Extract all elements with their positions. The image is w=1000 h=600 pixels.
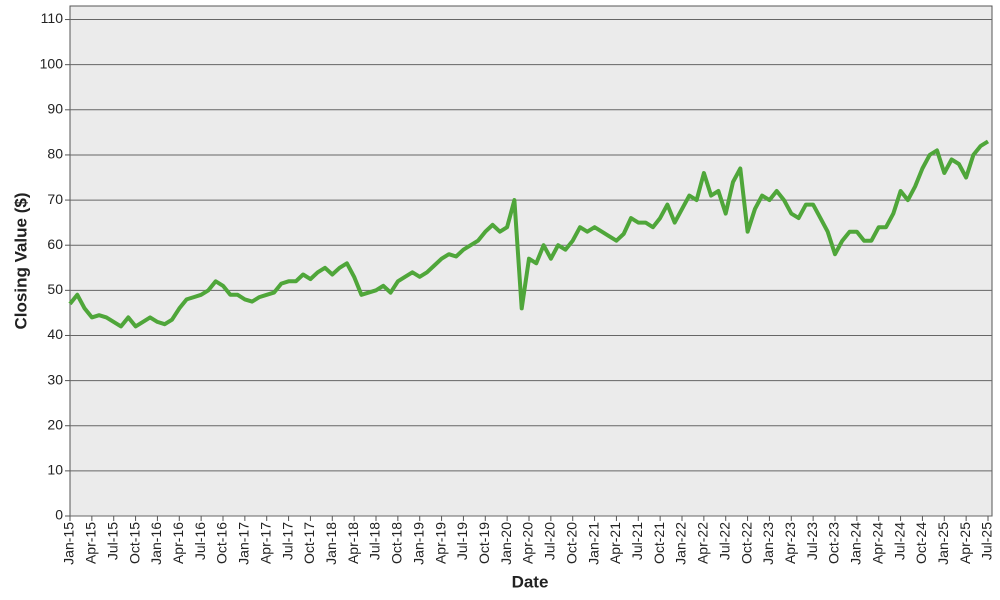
x-tick-label: Jul-24 — [891, 522, 907, 560]
x-tick-label: Oct-19 — [476, 522, 492, 564]
y-tick-label: 60 — [47, 236, 63, 252]
x-tick-label: Jan-21 — [585, 522, 601, 565]
y-tick-label: 20 — [47, 416, 63, 432]
x-tick-label: Jan-23 — [760, 522, 776, 565]
x-tick-label: Apr-24 — [869, 522, 885, 564]
x-tick-label: Jul-21 — [629, 522, 645, 560]
x-tick-label: Jul-23 — [804, 522, 820, 560]
x-tick-label: Jan-18 — [323, 522, 339, 565]
x-tick-label: Oct-22 — [738, 522, 754, 564]
x-tick-label: Oct-16 — [214, 522, 230, 564]
x-tick-label: Oct-20 — [563, 522, 579, 564]
x-tick-label: Jan-24 — [848, 522, 864, 565]
x-tick-label: Jul-25 — [979, 522, 995, 560]
x-tick-label: Oct-24 — [913, 522, 929, 564]
x-tick-label: Jul-18 — [367, 522, 383, 560]
x-tick-label: Jan-22 — [673, 522, 689, 565]
x-axis-label: Date — [512, 572, 549, 591]
y-tick-label: 70 — [47, 191, 63, 207]
x-tick-label: Jul-15 — [104, 522, 120, 560]
x-tick-label: Apr-22 — [695, 522, 711, 564]
x-tick-label: Jul-22 — [716, 522, 732, 560]
x-tick-label: Apr-25 — [957, 522, 973, 564]
x-tick-label: Jul-19 — [454, 522, 470, 560]
y-tick-label: 0 — [55, 507, 63, 523]
x-tick-label: Jan-20 — [498, 522, 514, 565]
y-tick-label: 100 — [40, 55, 64, 71]
x-tick-label: Jan-16 — [148, 522, 164, 565]
x-tick-label: Oct-18 — [389, 522, 405, 564]
x-tick-label: Oct-23 — [826, 522, 842, 564]
x-tick-label: Apr-20 — [520, 522, 536, 564]
y-tick-label: 80 — [47, 146, 63, 162]
x-tick-label: Jul-17 — [279, 522, 295, 560]
x-tick-label: Jan-25 — [935, 522, 951, 565]
y-tick-label: 30 — [47, 371, 63, 387]
x-tick-label: Apr-17 — [257, 522, 273, 564]
x-tick-label: Jan-15 — [61, 522, 77, 565]
y-tick-label: 10 — [47, 462, 63, 478]
x-tick-label: Apr-16 — [170, 522, 186, 564]
x-tick-label: Apr-18 — [345, 522, 361, 564]
x-tick-label: Apr-21 — [607, 522, 623, 564]
x-tick-label: Apr-23 — [782, 522, 798, 564]
x-tick-label: Apr-15 — [83, 522, 99, 564]
y-tick-label: 110 — [41, 10, 64, 26]
line-series — [68, 139, 990, 329]
y-tick-label: 50 — [47, 281, 63, 297]
x-tick-label: Jul-16 — [192, 522, 208, 560]
x-tick-label: Oct-15 — [126, 522, 142, 564]
x-tick-label: Jan-17 — [236, 522, 252, 565]
x-tick-label: Jul-20 — [542, 522, 558, 560]
x-tick-label: Oct-21 — [651, 522, 667, 564]
y-tick-label: 90 — [47, 101, 63, 117]
x-tick-label: Oct-17 — [301, 522, 317, 564]
y-tick-label: 40 — [47, 326, 63, 342]
x-tick-label: Apr-19 — [432, 522, 448, 564]
y-axis-label: Closing Value ($) — [11, 193, 30, 330]
x-tick-label: Jan-19 — [410, 522, 426, 565]
